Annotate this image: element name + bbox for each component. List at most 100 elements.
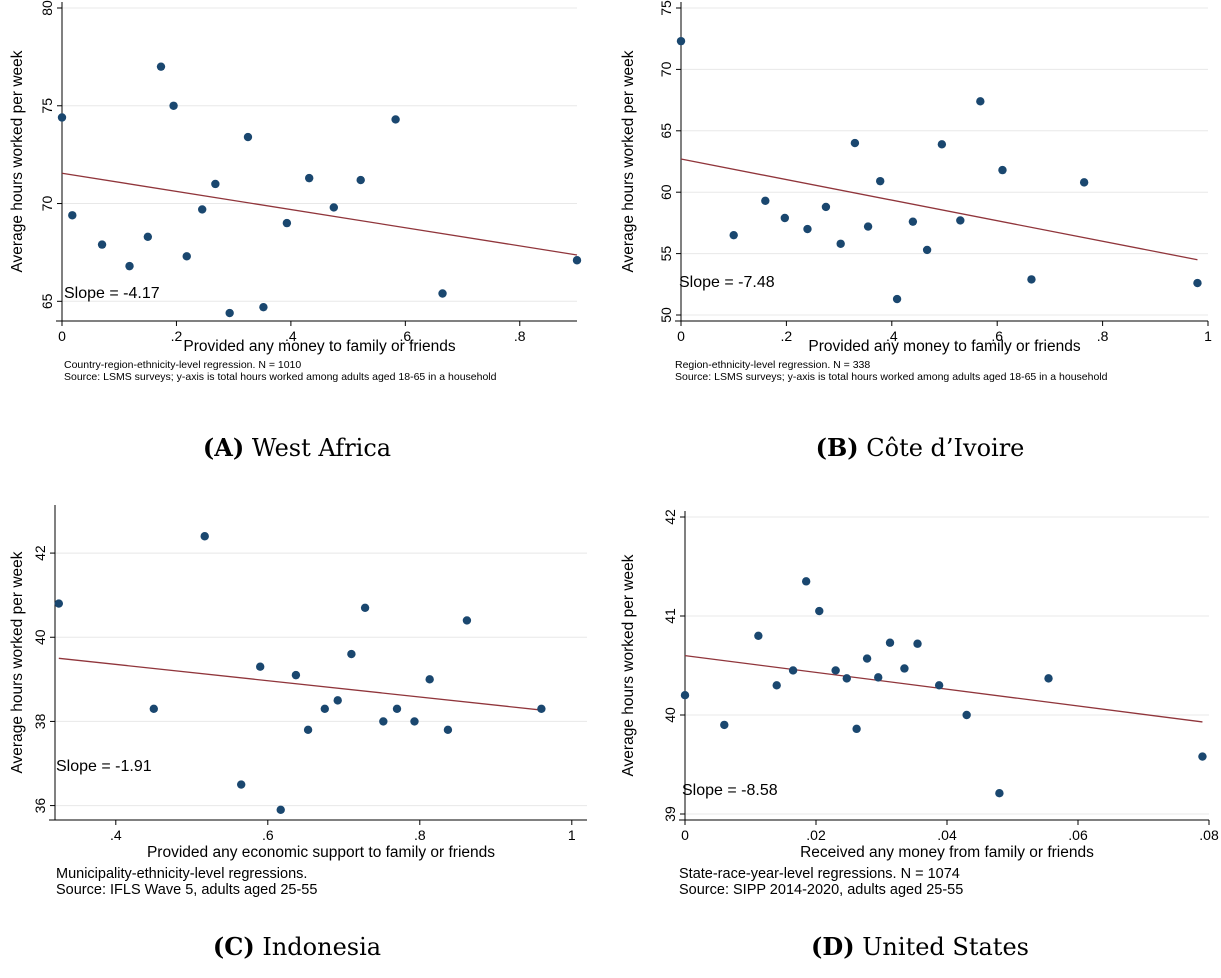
data-point (211, 179, 220, 189)
data-point (305, 173, 314, 183)
x-tick-label: .08 (1199, 827, 1219, 843)
source-line: Source: LSMS surveys; y-axis is total ho… (675, 370, 1108, 383)
data-point (761, 196, 770, 205)
y-axis-label: Average hours worked per week (9, 50, 26, 272)
data-point (169, 101, 178, 110)
data-point (303, 725, 313, 735)
y-tick-label: 80 (39, 0, 55, 16)
y-tick-label: 38 (32, 713, 48, 729)
x-tick-label: .2 (781, 328, 793, 344)
x-axis-label: Provided any money to family or friends (183, 338, 455, 355)
data-point (801, 577, 811, 586)
data-point (850, 138, 860, 148)
x-tick-label: .6 (399, 328, 411, 344)
data-point (908, 217, 918, 226)
caption-letter: (C) (212, 932, 255, 961)
data-point (772, 681, 781, 690)
data-point (780, 213, 790, 223)
data-point (197, 205, 207, 214)
data-point (379, 717, 388, 726)
fitted-line (680, 158, 1198, 261)
y-tick-label: 42 (32, 545, 48, 561)
x-axis-label: Provided any economic support to family … (147, 844, 495, 861)
x-tick-label: .04 (937, 827, 957, 843)
caption-title: West Africa (251, 434, 392, 462)
data-point (1044, 674, 1053, 683)
x-tick-label: 1 (568, 827, 576, 843)
data-point (913, 639, 922, 648)
data-point (754, 631, 763, 640)
slope-annotation: Slope = -7.48 (679, 274, 775, 291)
slope-annotation: Slope = -8.58 (682, 782, 778, 799)
data-point (149, 704, 158, 713)
data-point (282, 218, 292, 228)
caption-letter: (A) (202, 433, 245, 462)
caption-letter: (D) (811, 932, 855, 961)
y-tick-label: 42 (662, 509, 678, 525)
x-tick-label: 1 (1204, 328, 1212, 344)
scatter-plot: 50 55 60 65 70 75 0 .2 .4 .6 .8 1 Provided any money… (620, 0, 1212, 355)
data-point (438, 289, 447, 298)
source-line: Source: LSMS surveys; y-axis is total ho… (64, 370, 497, 383)
y-tick-label: 70 (658, 61, 674, 77)
data-point (143, 232, 153, 241)
y-axis-label: Average hours worked per week (9, 551, 26, 773)
data-point (962, 710, 971, 720)
x-tick-label: .4 (886, 328, 898, 344)
data-point (425, 675, 434, 684)
data-point (225, 308, 234, 318)
data-point (836, 239, 845, 248)
x-tick-label: 0 (681, 827, 689, 843)
y-tick-label: 39 (662, 806, 678, 822)
data-point (356, 175, 365, 185)
data-point (852, 724, 861, 734)
data-point (900, 664, 909, 673)
x-tick-label: 0 (677, 328, 685, 344)
data-point (237, 780, 246, 789)
data-point (815, 606, 824, 616)
fitted-line (684, 654, 1203, 723)
y-tick-label: 75 (39, 98, 55, 114)
caption-title: Côte d’Ivoire (866, 434, 1025, 462)
y-tick-label: 40 (32, 629, 48, 645)
data-point (885, 638, 895, 647)
data-point (1198, 752, 1207, 761)
x-tick-label: .02 (806, 827, 826, 843)
y-tick-label: 70 (39, 196, 55, 212)
data-point (821, 202, 831, 212)
data-point (243, 132, 253, 142)
x-tick-label: .06 (1068, 827, 1088, 843)
data-point (329, 203, 339, 212)
data-point (291, 670, 301, 680)
x-axis-label: Provided any money to family or friends (808, 338, 1080, 355)
slope-annotation: Slope = -1.91 (56, 758, 152, 775)
data-point (392, 704, 402, 713)
x-tick-label: 0 (58, 328, 66, 344)
x-tick-label: .6 (991, 328, 1003, 344)
data-point (1193, 278, 1202, 288)
data-point (788, 666, 798, 675)
y-tick-label: 36 (32, 798, 48, 814)
x-tick-label: .2 (171, 328, 183, 344)
regression-note: Region-ethnicity-level regression. N = 3… (675, 359, 1108, 383)
regression-note: Municipality-ethnicity-level regressions… (56, 866, 317, 899)
data-point (720, 720, 729, 730)
y-tick-label: 41 (662, 608, 678, 624)
y-axis-label: Average hours worked per week (620, 554, 637, 776)
y-tick-label: 55 (658, 246, 674, 262)
panel-caption: (D) United States (615, 932, 1221, 961)
data-point (97, 240, 107, 249)
data-point (256, 662, 265, 671)
panel-caption: (C) Indonesia (0, 932, 602, 961)
caption-title: United States (862, 933, 1029, 961)
y-tick-label: 40 (662, 707, 678, 723)
data-point (680, 691, 690, 700)
data-point (892, 294, 902, 304)
data-point (200, 532, 209, 541)
y-axis-label: Average hours worked per week (620, 50, 637, 272)
data-point (54, 599, 63, 608)
data-point (572, 256, 582, 265)
scatter-plot: 36 38 40 42 .4 .6 .8 1 Provided any economic sup… (9, 505, 587, 861)
data-point (876, 176, 885, 186)
data-point (863, 222, 873, 231)
